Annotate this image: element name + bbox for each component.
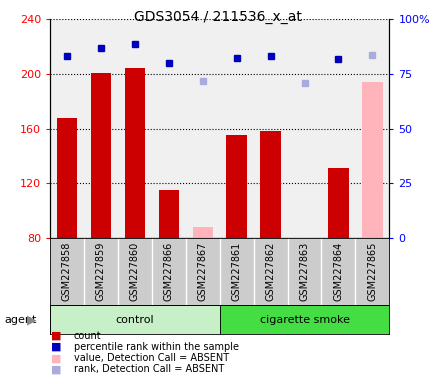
Text: ■: ■ [51, 364, 62, 374]
Text: GSM227865: GSM227865 [367, 242, 376, 301]
Text: agent: agent [4, 314, 36, 325]
Text: cigarette smoke: cigarette smoke [259, 314, 349, 325]
Text: value, Detection Call = ABSENT: value, Detection Call = ABSENT [74, 353, 229, 363]
Bar [91, 73, 111, 238]
Text: GDS3054 / 211536_x_at: GDS3054 / 211536_x_at [133, 10, 301, 23]
Text: GSM227859: GSM227859 [96, 242, 105, 301]
Text: count: count [74, 331, 102, 341]
Text: GSM227863: GSM227863 [299, 242, 309, 301]
Text: GSM227864: GSM227864 [333, 242, 342, 301]
Bar [125, 68, 145, 238]
Text: percentile rank within the sample: percentile rank within the sample [74, 342, 238, 352]
Text: control: control [115, 314, 154, 325]
Bar [219, 305, 388, 334]
Bar [192, 227, 212, 238]
Text: ■: ■ [51, 331, 62, 341]
Bar [260, 131, 280, 238]
Bar [328, 168, 348, 238]
Text: rank, Detection Call = ABSENT: rank, Detection Call = ABSENT [74, 364, 224, 374]
Bar [50, 305, 219, 334]
Text: GSM227867: GSM227867 [197, 242, 207, 301]
Text: GSM227866: GSM227866 [164, 242, 173, 301]
Bar [158, 190, 178, 238]
Bar [57, 118, 77, 238]
Text: GSM227862: GSM227862 [265, 242, 275, 301]
Bar [226, 136, 246, 238]
Bar [362, 82, 381, 238]
Text: GSM227858: GSM227858 [62, 242, 72, 301]
Text: ■: ■ [51, 342, 62, 352]
Text: GSM227860: GSM227860 [130, 242, 139, 301]
Text: ■: ■ [51, 353, 62, 363]
Text: GSM227861: GSM227861 [231, 242, 241, 301]
Text: ▶: ▶ [26, 313, 36, 326]
